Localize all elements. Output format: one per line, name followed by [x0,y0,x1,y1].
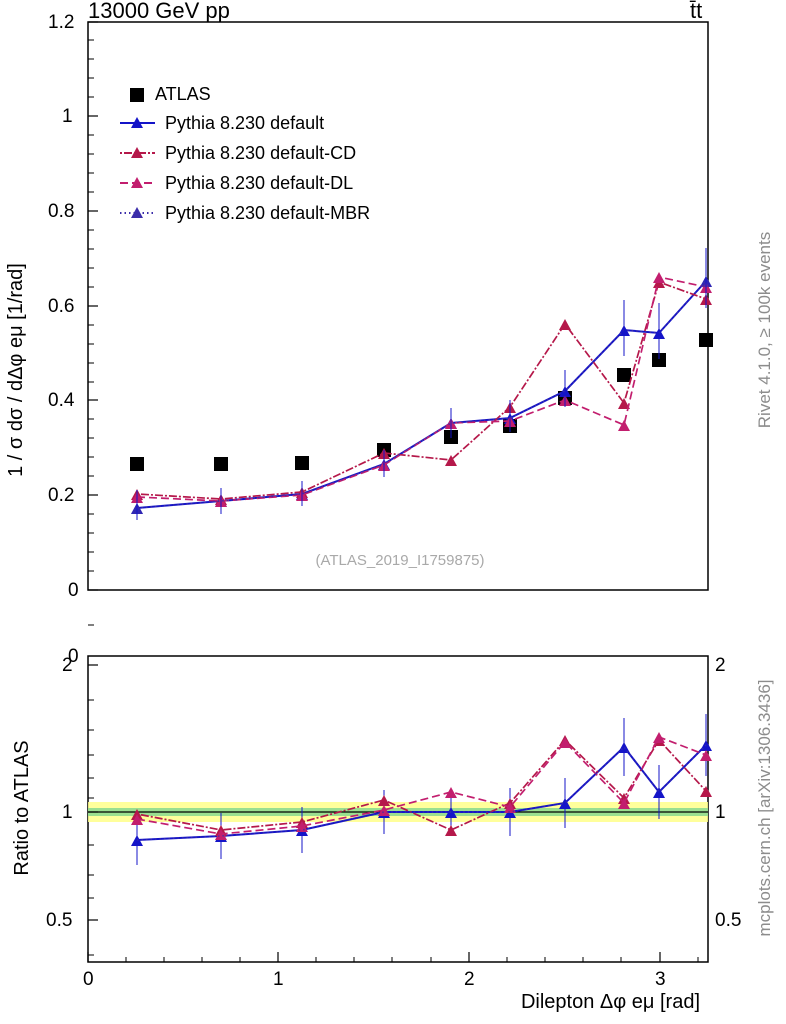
pythia-dl-series-top[interactable] [131,272,712,507]
ratio-default-series[interactable] [131,714,712,865]
chart-root: 13000 GeV pp t̄t 1.2 1 0.8 0.6 0.4 0.2 0 [0,0,786,1024]
pythia-default-series-top[interactable] [131,276,712,514]
legend: ATLAS Pythia 8.230 default Pythia 8.230 … [120,84,370,223]
svg-text:3: 3 [655,969,666,990]
top-left-title: 13000 GeV pp [88,0,230,23]
top-panel: 13000 GeV pp t̄t 1.2 1 0.8 0.6 0.4 0.2 0 [5,0,774,601]
watermark-text: (ATLAS_2019_I1759875) [315,552,484,569]
svg-text:1: 1 [62,106,73,127]
svg-text:0.2: 0.2 [48,485,74,506]
error-bars-top [137,248,706,520]
pythia-mbr-series-top[interactable] [131,276,712,514]
svg-text:0: 0 [68,580,79,601]
y-axis-bottom: 2 1 0.5 [46,625,98,955]
svg-text:1: 1 [715,802,726,823]
right-text-top: Rivet 4.1.0, ≥ 100k events [755,232,774,428]
svg-text:0: 0 [68,646,79,667]
svg-text:1: 1 [62,802,73,823]
svg-text:0.6: 0.6 [48,296,74,317]
svg-text:2: 2 [715,655,726,676]
bottom-panel: 2 1 0.5 0 Ratio to ATLAS mcp [11,625,774,1013]
y-axis-top: 1.2 1 0.8 0.6 0.4 0.2 0 [48,12,98,601]
svg-text:0: 0 [83,969,94,990]
svg-text:0.4: 0.4 [48,390,75,411]
y-axis-title-top: 1 / σ dσ / dΔφ eμ [1/rad] [5,263,27,477]
svg-text:0.5: 0.5 [715,910,741,931]
svg-text:Pythia 8.230 default: Pythia 8.230 default [165,113,324,133]
svg-text:Pythia 8.230 default-DL: Pythia 8.230 default-DL [165,173,353,193]
x-axis-bottom: 0 1 2 3 [83,952,698,990]
svg-text:Pythia 8.230 default-MBR: Pythia 8.230 default-MBR [165,203,370,223]
top-right-title: t̄t [690,0,702,23]
svg-text:1.2: 1.2 [48,12,74,33]
right-text-bottom: mcplots.cern.ch [arXiv:1306.3436] [755,679,774,936]
svg-text:Pythia 8.230 default-CD: Pythia 8.230 default-CD [165,143,356,163]
x-axis-title: Dilepton Δφ eμ [rad] [521,991,700,1013]
svg-text:0.8: 0.8 [48,201,74,222]
svg-text:ATLAS: ATLAS [155,84,211,104]
svg-text:2: 2 [464,969,475,990]
svg-text:1: 1 [273,969,284,990]
y-axis-title-bottom: Ratio to ATLAS [11,740,33,875]
ratio-mbr-series[interactable] [137,745,706,840]
svg-text:0.5: 0.5 [46,910,72,931]
